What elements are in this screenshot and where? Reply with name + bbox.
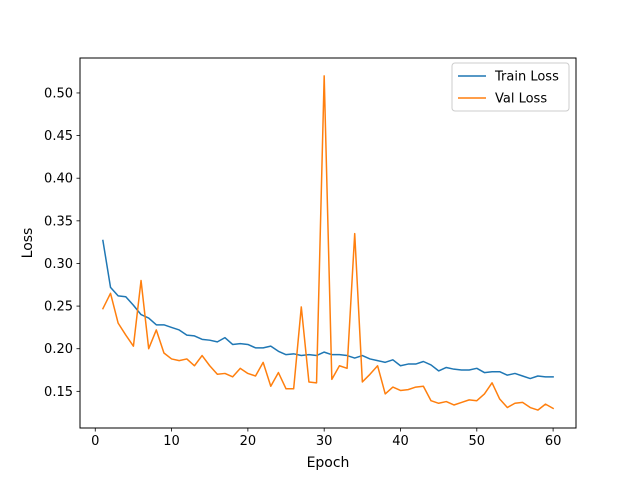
- legend: Train Loss Val Loss: [451, 62, 570, 112]
- x-tick-label: 40: [392, 434, 409, 449]
- x-tick-label: 30: [316, 434, 333, 449]
- x-tick-label: 50: [469, 434, 486, 449]
- x-tick-label: 0: [91, 434, 99, 449]
- y-tick-label: 0.25: [44, 300, 73, 315]
- x-tick-label: 20: [240, 434, 257, 449]
- y-tick-label: 0.20: [44, 342, 73, 357]
- legend-label: Train Loss: [494, 70, 559, 85]
- legend-label: Val Loss: [495, 92, 547, 107]
- x-tick-label: 10: [163, 434, 180, 449]
- series-line-train-loss: [102, 239, 554, 380]
- y-tick-label: 0.15: [44, 385, 73, 400]
- plot-area: [101, 75, 555, 411]
- axes-frame: [79, 57, 577, 429]
- axis-ticks: 0 10 20 30 40 50 60 0.15 0.20 0.25 0.30 0.35 0.40 0.4…: [44, 86, 561, 449]
- y-axis-label: Loss: [20, 228, 36, 259]
- y-tick-label: 0.50: [44, 86, 73, 101]
- x-tick-label: 60: [545, 434, 562, 449]
- legend-box: [451, 62, 570, 112]
- series-line-val-loss: [101, 75, 555, 411]
- y-tick-label: 0.45: [44, 129, 73, 144]
- x-axis-label: Epoch: [307, 455, 350, 471]
- y-tick-label: 0.40: [44, 172, 73, 187]
- y-tick-label: 0.35: [44, 214, 73, 229]
- y-tick-label: 0.30: [44, 257, 73, 272]
